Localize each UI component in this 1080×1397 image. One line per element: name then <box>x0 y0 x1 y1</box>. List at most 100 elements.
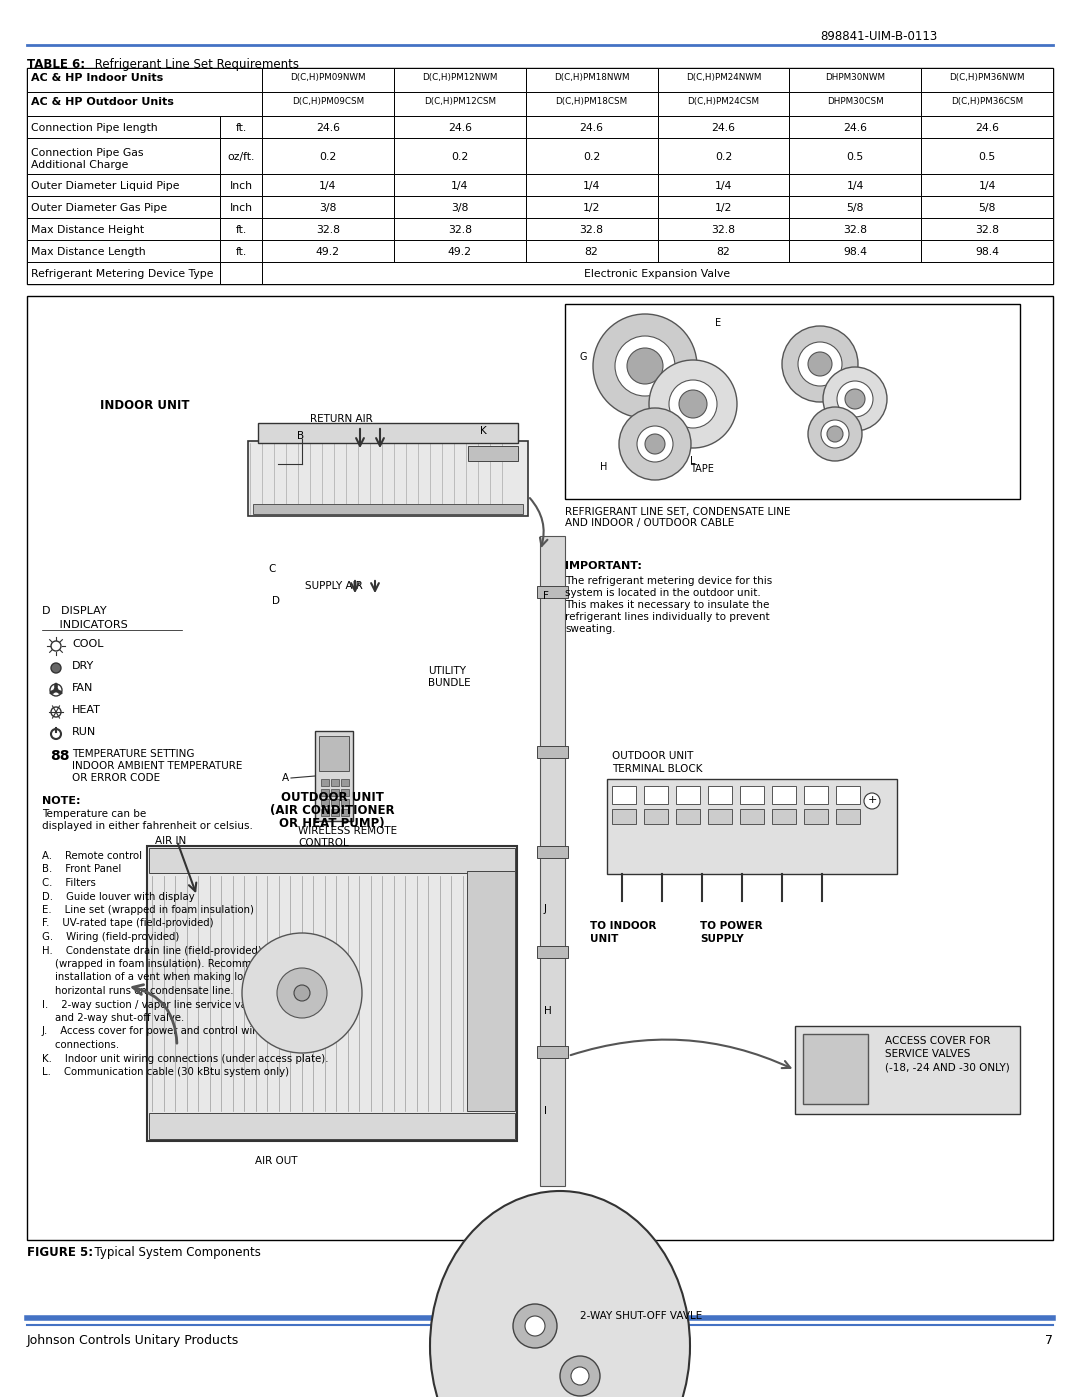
Text: DHPM30NWM: DHPM30NWM <box>825 73 886 82</box>
Circle shape <box>619 408 691 481</box>
Circle shape <box>837 381 873 416</box>
Ellipse shape <box>50 690 55 694</box>
Circle shape <box>649 360 737 448</box>
Text: 1/4: 1/4 <box>978 182 996 191</box>
Bar <box>220 175 262 196</box>
Text: INDICATORS: INDICATORS <box>42 620 127 630</box>
Bar <box>262 240 394 263</box>
Text: 1/2: 1/2 <box>583 203 600 212</box>
Text: Typical System Components: Typical System Components <box>87 1246 261 1259</box>
Bar <box>262 263 1053 284</box>
Bar <box>537 585 568 598</box>
Bar <box>341 780 349 787</box>
Text: COOL: COOL <box>72 638 104 650</box>
Text: 24.6: 24.6 <box>580 123 604 133</box>
Text: D(C,H)PM18NWM: D(C,H)PM18NWM <box>554 73 630 82</box>
Text: oz/ft.: oz/ft. <box>227 152 255 162</box>
Text: 24.6: 24.6 <box>448 123 472 133</box>
Text: (AIR CONDITIONER: (AIR CONDITIONER <box>270 805 394 817</box>
Text: Electronic Expansion Valve: Electronic Expansion Valve <box>584 270 730 279</box>
Text: I: I <box>544 1106 546 1116</box>
Circle shape <box>782 326 858 402</box>
Bar <box>772 809 796 824</box>
Text: D: D <box>272 597 280 606</box>
Bar <box>321 780 329 787</box>
Text: OR ERROR CODE: OR ERROR CODE <box>72 773 160 782</box>
Text: Outer Diameter Gas Pipe: Outer Diameter Gas Pipe <box>31 203 167 212</box>
Circle shape <box>615 337 675 395</box>
Text: D(C,H)PM12NWM: D(C,H)PM12NWM <box>422 73 498 82</box>
Text: 24.6: 24.6 <box>316 123 340 133</box>
Circle shape <box>798 342 842 386</box>
Text: L: L <box>690 455 696 467</box>
Text: TAPE: TAPE <box>690 464 714 474</box>
Text: D(C,H)PM18CSM: D(C,H)PM18CSM <box>555 96 627 106</box>
Bar <box>789 175 921 196</box>
Text: system is located in the outdoor unit.: system is located in the outdoor unit. <box>565 588 760 598</box>
Bar <box>394 92 526 116</box>
Text: Refrigerant Metering Device Type: Refrigerant Metering Device Type <box>31 270 214 279</box>
Text: ft.: ft. <box>235 247 246 257</box>
Text: 3/8: 3/8 <box>320 203 337 212</box>
Bar <box>540 536 565 1186</box>
Text: (-18, -24 AND -30 ONLY): (-18, -24 AND -30 ONLY) <box>885 1062 1010 1071</box>
Bar <box>220 263 262 284</box>
Bar <box>612 809 636 824</box>
Bar <box>319 736 349 771</box>
Bar <box>394 68 526 92</box>
Text: 1/4: 1/4 <box>320 182 337 191</box>
Bar <box>658 240 789 263</box>
Circle shape <box>823 367 887 432</box>
Text: CONTROL: CONTROL <box>298 838 349 848</box>
Bar <box>505 1266 615 1397</box>
Text: AC & HP Indoor Units: AC & HP Indoor Units <box>31 73 163 82</box>
Text: 88: 88 <box>50 749 69 763</box>
Bar <box>27 68 262 92</box>
Bar <box>789 68 921 92</box>
Bar <box>27 92 262 116</box>
Text: Connection Pipe length: Connection Pipe length <box>31 123 158 133</box>
Bar <box>262 116 394 138</box>
Text: H: H <box>600 462 607 472</box>
Circle shape <box>276 968 327 1018</box>
Text: 7: 7 <box>1045 1334 1053 1347</box>
Text: Temperature can be: Temperature can be <box>42 809 146 819</box>
Text: 1/2: 1/2 <box>715 203 732 212</box>
Bar <box>262 196 394 218</box>
Text: H: H <box>544 1006 552 1016</box>
Text: Connection Pipe Gas
Additional Charge: Connection Pipe Gas Additional Charge <box>31 148 144 169</box>
Bar <box>644 787 669 805</box>
Text: DHPM30CSM: DHPM30CSM <box>827 96 883 106</box>
Circle shape <box>561 1356 600 1396</box>
Text: This makes it necessary to insulate the: This makes it necessary to insulate the <box>565 599 769 610</box>
Bar <box>644 809 669 824</box>
Bar <box>921 68 1053 92</box>
Bar <box>789 218 921 240</box>
Text: 0.2: 0.2 <box>583 152 600 162</box>
Circle shape <box>808 352 832 376</box>
Text: Inch: Inch <box>229 182 253 191</box>
Bar <box>394 116 526 138</box>
Text: 24.6: 24.6 <box>975 123 999 133</box>
Text: TABLE 6:: TABLE 6: <box>27 59 85 71</box>
Text: D   DISPLAY: D DISPLAY <box>42 606 107 616</box>
Circle shape <box>593 314 697 418</box>
Bar <box>537 946 568 958</box>
Circle shape <box>637 426 673 462</box>
Bar <box>27 240 220 263</box>
Text: Max Distance Height: Max Distance Height <box>31 225 144 235</box>
Text: Outer Diameter Liquid Pipe: Outer Diameter Liquid Pipe <box>31 182 179 191</box>
Bar <box>526 116 658 138</box>
Bar <box>526 218 658 240</box>
Bar <box>253 504 523 514</box>
Text: 0.2: 0.2 <box>451 152 469 162</box>
Text: 5/8: 5/8 <box>978 203 996 212</box>
Bar <box>789 92 921 116</box>
Bar <box>836 809 860 824</box>
Ellipse shape <box>54 683 57 689</box>
Text: L.    Communication cable (30 kBtu system only): L. Communication cable (30 kBtu system o… <box>42 1067 289 1077</box>
Text: E: E <box>715 319 721 328</box>
Text: INDOOR AMBIENT TEMPERATURE: INDOOR AMBIENT TEMPERATURE <box>72 761 242 771</box>
Text: DRY: DRY <box>72 661 94 671</box>
Text: TO POWER: TO POWER <box>700 921 762 930</box>
